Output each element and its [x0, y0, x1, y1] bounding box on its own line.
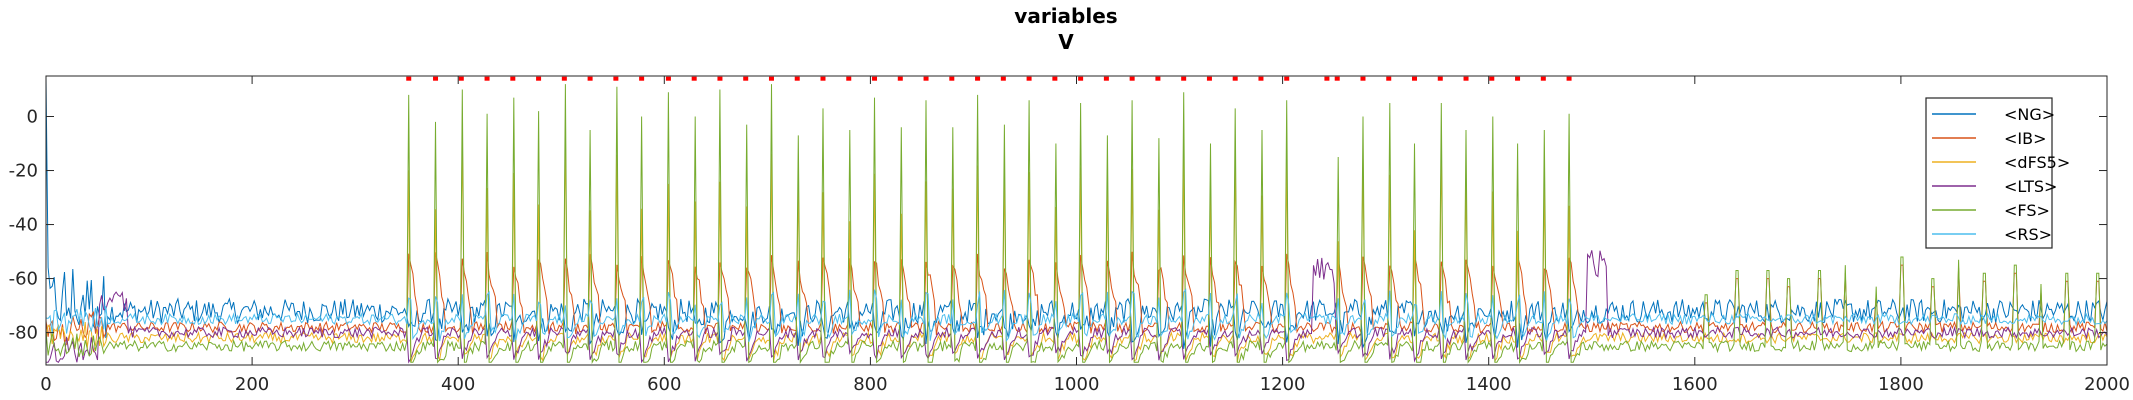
event-marker — [949, 76, 955, 81]
event-marker — [587, 76, 593, 81]
event-marker — [1103, 76, 1109, 81]
event-marker — [1258, 76, 1264, 81]
event-marker — [536, 76, 542, 81]
event-markers — [406, 76, 1572, 81]
event-marker — [406, 76, 412, 81]
event-marker — [1463, 76, 1469, 81]
event-marker — [923, 76, 929, 81]
event-marker — [1284, 76, 1290, 81]
event-marker — [717, 76, 723, 81]
event-marker — [1386, 76, 1392, 81]
event-marker — [1206, 76, 1212, 81]
event-marker — [1489, 76, 1495, 81]
x-tick-label: 1200 — [1260, 374, 1306, 395]
event-marker — [1515, 76, 1521, 81]
legend-label: <dFS5> — [2004, 153, 2070, 172]
x-tick-label: 2000 — [2084, 374, 2130, 395]
series-line-5 — [45, 288, 2108, 343]
event-marker — [1232, 76, 1238, 81]
event-marker — [975, 76, 981, 81]
x-tick-label: 1600 — [1672, 374, 1718, 395]
y-tick-label: 0 — [27, 107, 38, 128]
y-tick-label: -20 — [9, 161, 38, 182]
event-marker — [820, 76, 826, 81]
event-marker — [768, 76, 774, 81]
series-line-2 — [45, 128, 2108, 363]
x-tick-label: 1400 — [1466, 374, 1512, 395]
legend-box — [1925, 97, 2053, 249]
event-marker — [1181, 76, 1187, 81]
legend-label: <FS> — [2004, 201, 2050, 220]
legend-label: <RS> — [2004, 225, 2052, 244]
event-marker — [1324, 76, 1330, 81]
event-marker — [1360, 76, 1366, 81]
event-marker — [846, 76, 852, 81]
series-line-4 — [45, 84, 2108, 365]
event-marker — [1437, 76, 1443, 81]
series-line-3 — [46, 250, 2108, 364]
event-marker — [897, 76, 903, 81]
x-tick-label: 400 — [441, 374, 475, 395]
series-line-0 — [45, 77, 2108, 349]
event-marker — [484, 76, 490, 81]
legend-label: <IB> — [2004, 129, 2047, 148]
event-marker — [1155, 76, 1161, 81]
series-line-1 — [45, 251, 2108, 344]
axis-ticks: 0 200 400 600 800 1000 1200 1400 1600 1800 2000 0 -2… — [9, 76, 2130, 395]
event-marker — [1334, 76, 1340, 81]
event-marker — [433, 76, 439, 81]
series-layer — [45, 77, 2108, 365]
x-tick-label: 800 — [853, 374, 887, 395]
event-marker — [510, 76, 516, 81]
event-marker — [872, 76, 878, 81]
legend: <NG> <IB> <dFS5> <LTS> <FS> <RS> — [1925, 97, 2070, 249]
plot-axes-box — [45, 75, 2108, 366]
event-marker — [1026, 76, 1032, 81]
event-marker — [1566, 76, 1572, 81]
legend-label: <LTS> — [2004, 177, 2057, 196]
event-marker — [1000, 76, 1006, 81]
event-marker — [639, 76, 645, 81]
x-tick-label: 1800 — [1878, 374, 1924, 395]
event-marker — [1540, 76, 1546, 81]
y-tick-label: -40 — [9, 215, 38, 236]
event-marker — [561, 76, 567, 81]
chart-title: variables — [1014, 4, 1117, 28]
event-marker — [1129, 76, 1135, 81]
event-marker — [1052, 76, 1058, 81]
event-marker — [794, 76, 800, 81]
x-tick-label: 0 — [40, 374, 51, 395]
event-marker — [665, 76, 671, 81]
x-tick-label: 600 — [647, 374, 681, 395]
x-tick-label: 200 — [235, 374, 269, 395]
event-marker — [1412, 76, 1418, 81]
y-tick-label: -60 — [9, 269, 38, 290]
event-marker — [458, 76, 464, 81]
event-marker — [613, 76, 619, 81]
event-marker — [691, 76, 697, 81]
event-marker — [743, 76, 749, 81]
y-tick-label: -80 — [9, 323, 38, 344]
event-marker — [1078, 76, 1084, 81]
x-tick-label: 1000 — [1054, 374, 1100, 395]
legend-label: <NG> — [2004, 105, 2055, 124]
chart-subtitle: V — [1058, 30, 1074, 54]
